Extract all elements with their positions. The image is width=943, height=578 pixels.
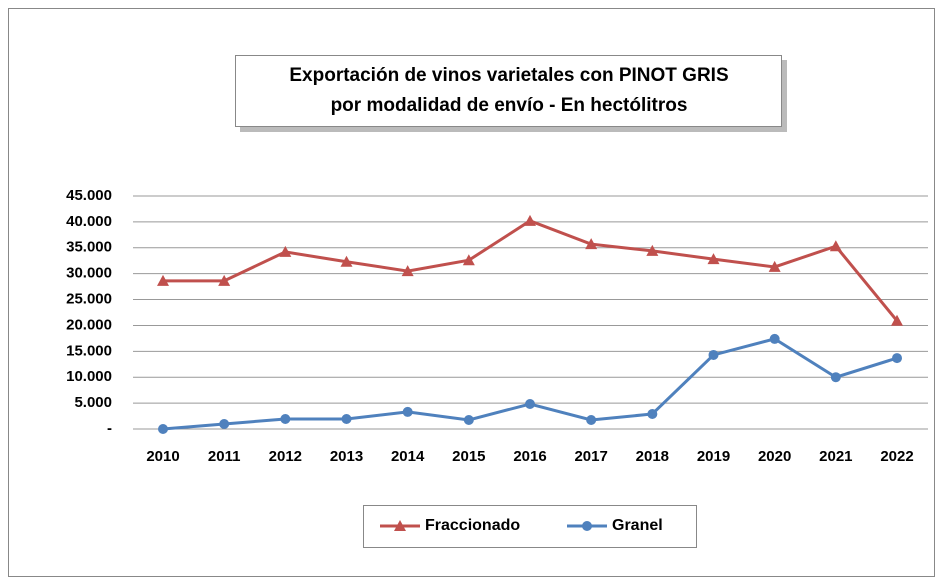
x-tick-label: 2022: [880, 448, 913, 465]
y-tick-label: 45.000: [66, 187, 112, 204]
data-point: [892, 353, 902, 364]
data-point: [340, 255, 353, 267]
legend-label: Granel: [612, 517, 663, 534]
data-point: [524, 214, 536, 226]
y-tick-label: 10.000: [66, 368, 112, 385]
y-tick-label: 15.000: [66, 342, 112, 359]
data-point: [647, 408, 658, 419]
data-point: [219, 418, 230, 429]
y-tick-label: 30.000: [66, 265, 112, 282]
x-tick-label: 2011: [208, 448, 241, 465]
data-point: [463, 414, 474, 425]
x-tick-label: 2015: [452, 448, 485, 465]
x-tick-label: 2021: [819, 448, 852, 465]
data-point: [586, 414, 597, 425]
y-tick-label: 5.000: [74, 394, 112, 411]
data-point: [830, 372, 841, 383]
data-point: [462, 254, 475, 266]
y-tick-label: 20.000: [66, 316, 112, 333]
data-point: [525, 398, 535, 409]
x-tick-label: 2010: [146, 448, 179, 465]
data-point: [768, 260, 781, 272]
legend-label: Fraccionado: [425, 517, 520, 534]
data-point: [585, 238, 598, 250]
data-point: [279, 245, 292, 257]
data-point: [829, 240, 842, 252]
chart-title: Exportación de vinos varietales con PINO…: [289, 65, 728, 86]
x-tick-label: 2014: [391, 448, 425, 465]
x-tick-label: 2018: [636, 448, 669, 465]
data-point: [280, 414, 291, 425]
x-tick-label: 2012: [269, 448, 302, 465]
y-tick-label: -: [107, 420, 112, 437]
x-tick-label: 2017: [574, 448, 607, 465]
title-box: [235, 55, 782, 127]
data-point: [157, 274, 169, 286]
data-point: [891, 314, 903, 326]
data-point: [646, 244, 659, 256]
data-point: [158, 424, 168, 434]
data-point: [708, 349, 719, 360]
data-point: [341, 414, 352, 425]
legend-marker: [582, 521, 592, 531]
data-point: [218, 274, 231, 286]
y-tick-label: 25.000: [66, 291, 112, 308]
chart-title: por modalidad de envío - En hectólitros: [331, 95, 688, 116]
data-point: [769, 333, 780, 344]
x-tick-label: 2013: [330, 448, 363, 465]
data-point: [401, 265, 414, 277]
x-tick-label: 2020: [758, 448, 791, 465]
x-tick-label: 2016: [513, 448, 546, 465]
data-point: [707, 253, 720, 265]
y-tick-label: 40.000: [66, 213, 112, 230]
x-tick-label: 2019: [697, 448, 730, 465]
y-tick-label: 35.000: [66, 239, 112, 256]
legend-marker: [394, 520, 406, 531]
data-point: [402, 406, 413, 417]
